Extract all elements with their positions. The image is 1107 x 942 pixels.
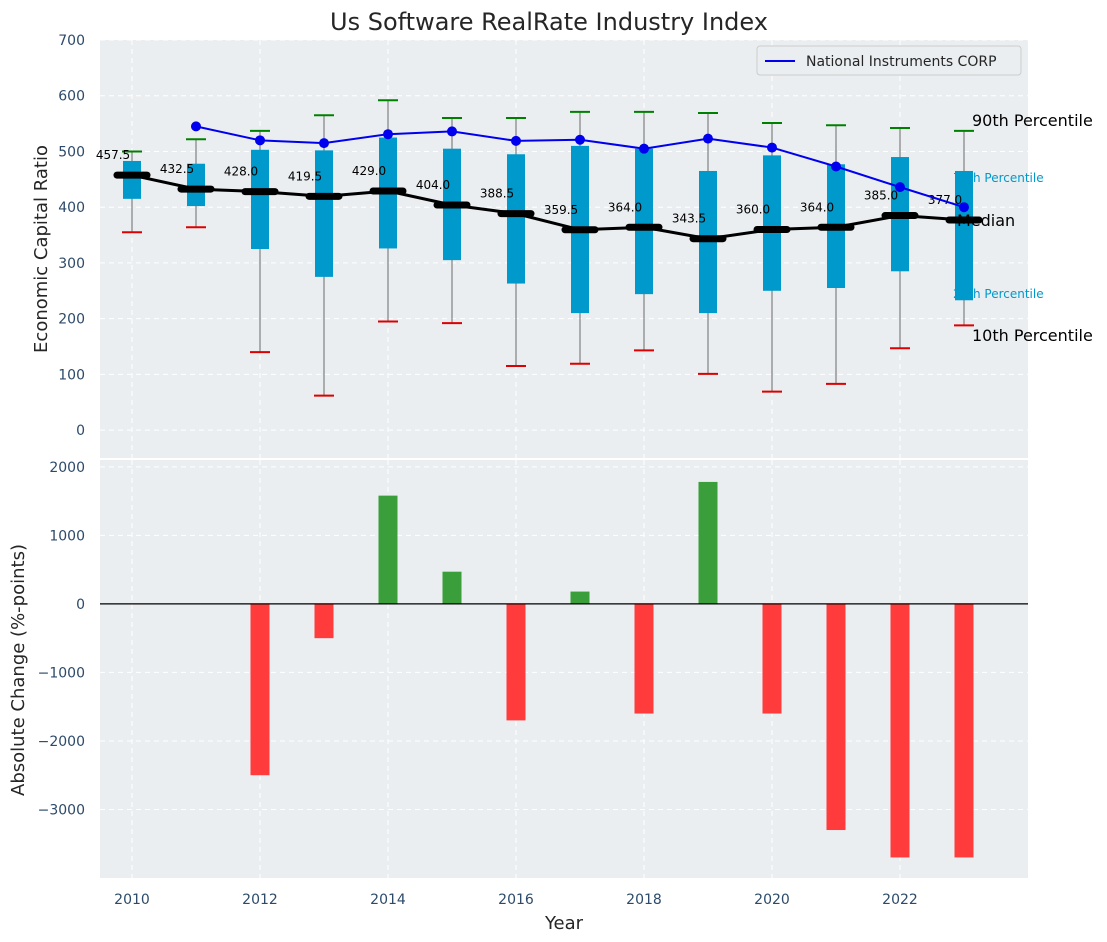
company-point [383,129,393,140]
top-panel: 0 100 200 300 400 500 600 700 457.5 432.5 428.0 41… [31,33,1093,458]
x-tick-label: 2016 [498,892,534,908]
top-y-tick-label: 500 [58,144,85,160]
percentile-annotations: 90th Percentile 75th Percentile Median 2… [953,111,1093,345]
iqr-box [635,148,653,295]
median-label: 404.0 [416,178,450,192]
company-point [895,182,905,193]
iqr-box [955,170,973,301]
change-bar-2012 [250,603,270,776]
change-bar-2020 [762,603,782,714]
median-label: 385.0 [864,189,898,203]
median-label: 419.5 [288,169,322,183]
box-2016 [506,117,526,368]
median-label: 457.5 [96,148,130,162]
change-bar-2015 [442,571,462,604]
iqr-box [251,149,269,249]
change-bar-2021 [826,603,846,831]
median-label: 429.0 [352,164,386,178]
top-y-tick-label: 0 [76,423,85,439]
top-y-tick-label: 700 [58,33,85,49]
annotation-p25: 25th Percentile [953,287,1044,301]
company-point [191,121,201,132]
change-bar-2018 [634,603,654,714]
change-bar-2014 [378,495,398,604]
median-label: 388.5 [480,187,514,201]
change-bar-2017 [570,591,590,604]
company-point [703,133,713,144]
change-bars [100,481,1028,858]
change-bar-2022 [890,603,910,858]
top-y-ticks: 0 100 200 300 400 500 600 700 [58,33,85,439]
x-tick-label: 2018 [626,892,662,908]
box-2011 [186,138,206,229]
bottom-panel-background [100,460,1028,878]
x-tick-label: 2012 [242,892,278,908]
company-point [447,126,457,137]
top-y-tick-label: 600 [58,89,85,105]
legend-entry: National Instruments CORP [806,54,997,70]
bottom-y-tick-label: 0 [76,597,85,613]
company-series [191,121,969,213]
top-panel-background [100,40,1028,458]
median-line-group [113,171,983,243]
median-label: 432.5 [160,162,194,176]
company-point [511,135,521,146]
top-y-tick-label: 300 [58,256,85,272]
iqr-box [507,154,525,284]
bottom-y-tick-label: 2000 [49,460,85,476]
iqr-box [315,150,333,277]
x-tick-label: 2014 [370,892,406,908]
change-bar-2016 [506,603,526,721]
median-label: 364.0 [800,200,834,214]
x-tick-label: 2020 [754,892,790,908]
median-label: 359.5 [544,203,578,217]
top-y-tick-label: 100 [58,367,85,383]
bottom-y-tick-label: −1000 [38,665,85,681]
company-point [767,142,777,153]
company-point [639,143,649,154]
company-point [831,161,841,172]
bottom-y-ticks: −3000 −2000 −1000 0 1000 2000 [38,460,85,819]
annotation-p10: 10th Percentile [972,326,1093,345]
company-point [575,134,585,145]
legend: National Instruments CORP [756,45,1022,76]
box-2013 [314,114,334,397]
company-point [255,135,265,146]
change-bar-2013 [314,603,334,639]
box-2010 [122,150,142,234]
annotation-p75: 75th Percentile [953,171,1044,185]
box-2023 [954,129,974,327]
bottom-y-tick-label: −2000 [38,734,85,750]
legend-frame [756,45,1022,76]
x-axis-label: Year [544,913,584,934]
top-y-axis-label: Economic Capital Ratio [31,145,52,353]
median-label: 428.0 [224,165,258,179]
x-tick-label: 2022 [882,892,918,908]
top-y-tick-label: 400 [58,200,85,216]
chart-title: Us Software RealRate Industry Index [330,8,768,36]
iqr-box [187,163,205,207]
x-ticks: 2010 2012 2014 2016 2018 2020 2022 [114,892,918,908]
bottom-y-axis-label: Absolute Change (%-points) [8,544,29,796]
change-bar-2019 [698,481,718,604]
box-2020 [762,122,782,393]
annotation-median: Median [957,211,1015,230]
bottom-y-tick-label: 1000 [49,528,85,544]
annotation-p90: 90th Percentile [972,111,1093,130]
median-label: 343.5 [672,212,706,226]
median-label: 360.0 [736,202,770,216]
median-label: 364.0 [608,200,642,214]
x-tick-label: 2010 [114,892,150,908]
bottom-y-tick-label: −3000 [38,802,85,818]
iqr-box [123,160,141,199]
top-y-tick-label: 200 [58,312,85,328]
company-point [959,202,969,213]
company-point [319,138,329,149]
iqr-box [763,155,781,291]
median-labels: 457.5 432.5 428.0 419.5 429.0 404.0 388.5 359.5… [96,148,962,226]
change-bar-2023 [954,603,974,858]
box-2012 [250,129,270,354]
